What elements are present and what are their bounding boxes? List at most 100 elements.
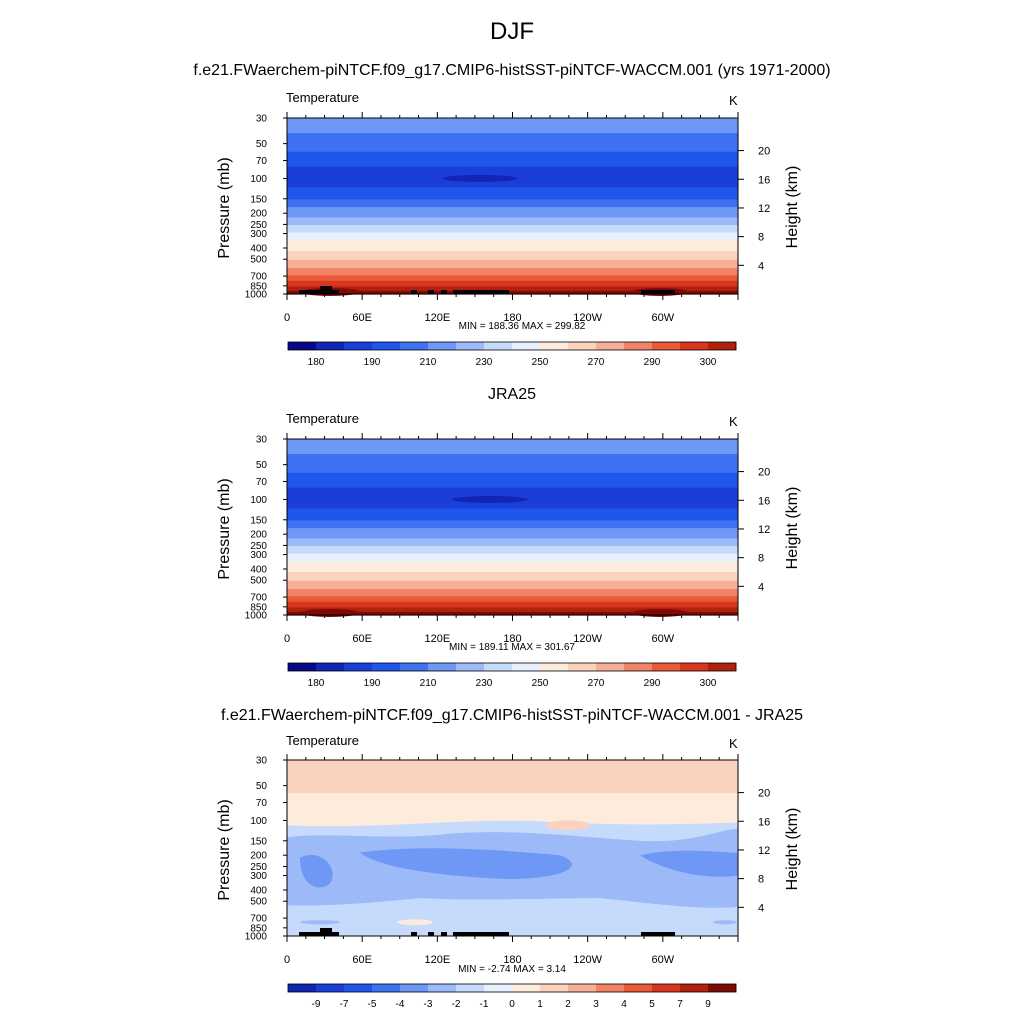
panel-1-colorbar-label: 250: [532, 357, 549, 368]
panel-2-colorbar-box: [372, 663, 401, 671]
panel-3-contour-band: [300, 920, 340, 925]
panel-2-colorbar-frame: [287, 662, 737, 672]
panel-3-axes: [283, 754, 744, 942]
panel-1-height-tick-label: 16: [758, 174, 770, 186]
panel-3-height-tick-label: 20: [758, 788, 770, 800]
panel-3-colorbar-label: 5: [649, 999, 655, 1010]
panel-3-colorbar-box: [568, 984, 597, 992]
panel-1-colorbar-box: [596, 342, 625, 350]
panel-3-topography-block: [641, 932, 675, 936]
panel-2-axes: [283, 433, 744, 621]
panel-1-height-tick-label: 8: [758, 232, 764, 244]
panel-3-colorbar-box: [456, 984, 485, 992]
panel-3-colorbar-box: [316, 984, 345, 992]
panel-3-height-tick-label: 8: [758, 874, 764, 886]
panel-1-cold-core: [442, 174, 518, 182]
panel-1-contour-band: [287, 132, 738, 152]
panel-1-colorbar-box: [288, 342, 317, 350]
panel-1-colorbar-box: [680, 342, 709, 350]
panel-2-colorbar-box: [344, 663, 373, 671]
panel-1-topography-block: [428, 290, 434, 294]
panel-2-colorbar: [287, 662, 737, 672]
panel-1-height-tick-label: 12: [758, 203, 770, 215]
panel-1-contour-band: [287, 285, 738, 291]
panel-2-height-tick-label: 12: [758, 524, 770, 536]
panel-1-contour-band: [287, 290, 738, 295]
panel-1-contour-band: [287, 250, 738, 260]
panel-1-pressure-tick-label: 200: [250, 209, 267, 220]
panel-1-title: f.e21.FWaerchem-piNTCF.f09_g17.CMIP6-his…: [193, 62, 831, 79]
panel-3-colorbar-label: 2: [565, 999, 571, 1010]
panel-3-topography: [299, 928, 675, 936]
panel-2-warm-blob: [300, 608, 360, 617]
panel-1-contour-band: [287, 216, 738, 226]
panel-3-pressure-tick-label: 70: [256, 798, 268, 809]
panel-1-colorbar-box: [512, 342, 541, 350]
panel-2-pressure-tick-label: 100: [250, 495, 267, 506]
panel-2-contour-band: [287, 527, 738, 539]
panel-1-pressure-tick-label: 500: [250, 255, 267, 266]
panel-3-colorbar-label: -3: [424, 999, 433, 1010]
panel-3-lon-tick-label: 0: [284, 954, 290, 966]
panel-1-contour-band: [287, 198, 738, 208]
panel-3-pressure-tick-label: 300: [250, 871, 267, 882]
panel-1-topography-block: [299, 290, 339, 294]
panel-3-colorbar-label: 3: [593, 999, 599, 1010]
panel-1-colorbar-box: [400, 342, 429, 350]
panel-2-colorbar-label: 190: [364, 678, 381, 689]
panel-2-lon-tick-label: 60W: [652, 633, 675, 645]
panel-2-contour-band: [287, 595, 738, 602]
panel-1-contour-band: [287, 231, 738, 241]
panel-1-height-tick-label: 20: [758, 146, 770, 158]
panel-2-contour-band: [287, 571, 738, 581]
panel-1-contour-band: [287, 224, 738, 233]
panel-3-pressure-tick-label: 700: [250, 914, 267, 925]
panel-1-colorbar-box: [344, 342, 373, 350]
panel-2-pressure-tick-label: 500: [250, 576, 267, 587]
panel-1-colorbar-box: [484, 342, 513, 350]
panel-1-lon-tick-label: 0: [284, 312, 290, 324]
panel-1-pressure-tick-label: 150: [250, 194, 267, 205]
panel-2-colorbar-box: [288, 663, 317, 671]
panel-2-contour-band: [287, 439, 738, 455]
panel-1-variable-label: Temperature: [286, 90, 359, 105]
panel-3-pressure-tick-label: 400: [250, 886, 267, 897]
panel-2-lon-tick-label: 120E: [424, 633, 450, 645]
panel-3-colorbar-label: -9: [312, 999, 321, 1010]
panel-3-pressure-tick-label: 850: [250, 923, 267, 934]
panel-2-colorbar-label: 250: [532, 678, 549, 689]
panel-1-contours: [287, 118, 738, 296]
panel-1-units: K: [729, 93, 738, 108]
panel-2-contour-band: [287, 601, 738, 608]
panel-1-colorbar-label: 230: [476, 357, 493, 368]
panel-3-y2-axis-title: Height (km): [784, 808, 801, 891]
panel-1-minmax: MIN = 188.36 MAX = 299.82: [458, 321, 586, 332]
panel-1-colorbar-box: [372, 342, 401, 350]
panel-1-pressure-tick-label: 850: [250, 281, 267, 292]
panel-3-colorbar-label: 9: [705, 999, 711, 1010]
panel-2-colorbar-box: [652, 663, 681, 671]
panel-2-colorbar-label: 300: [700, 678, 717, 689]
panel-2-height-tick-label: 8: [758, 553, 764, 565]
panel-2-pressure-tick-label: 700: [250, 593, 267, 604]
panel-3-colorbar-label: -7: [340, 999, 349, 1010]
panel-1-topography-block: [320, 286, 332, 294]
panel-3-topography-block: [299, 932, 339, 936]
panel-2-contour-band: [287, 552, 738, 562]
panel-2-title: JRA25: [487, 386, 537, 403]
panel-1-pressure-tick-label: 250: [250, 220, 267, 231]
panel-3-pressure-tick-label: 500: [250, 897, 267, 908]
panel-2-colorbar-box: [680, 663, 709, 671]
panel-2-colorbar-box: [456, 663, 485, 671]
panel-2-colorbar-box: [708, 663, 737, 671]
panel-2-colorbar-label: 210: [420, 678, 437, 689]
panel-3-lon-tick-label: 120W: [573, 954, 602, 966]
panel-1-colorbar-label: 210: [420, 357, 437, 368]
panel-2-y2-axis-title: Height (km): [784, 487, 801, 570]
panel-3-colorbar-label: 1: [537, 999, 543, 1010]
panel-3-minmax: MIN = -2.74 MAX = 3.14: [458, 964, 566, 975]
panel-3-colorbar-box: [372, 984, 401, 992]
panel-2-warm-blob: [632, 608, 688, 617]
panel-3-contour-band: [300, 854, 333, 888]
